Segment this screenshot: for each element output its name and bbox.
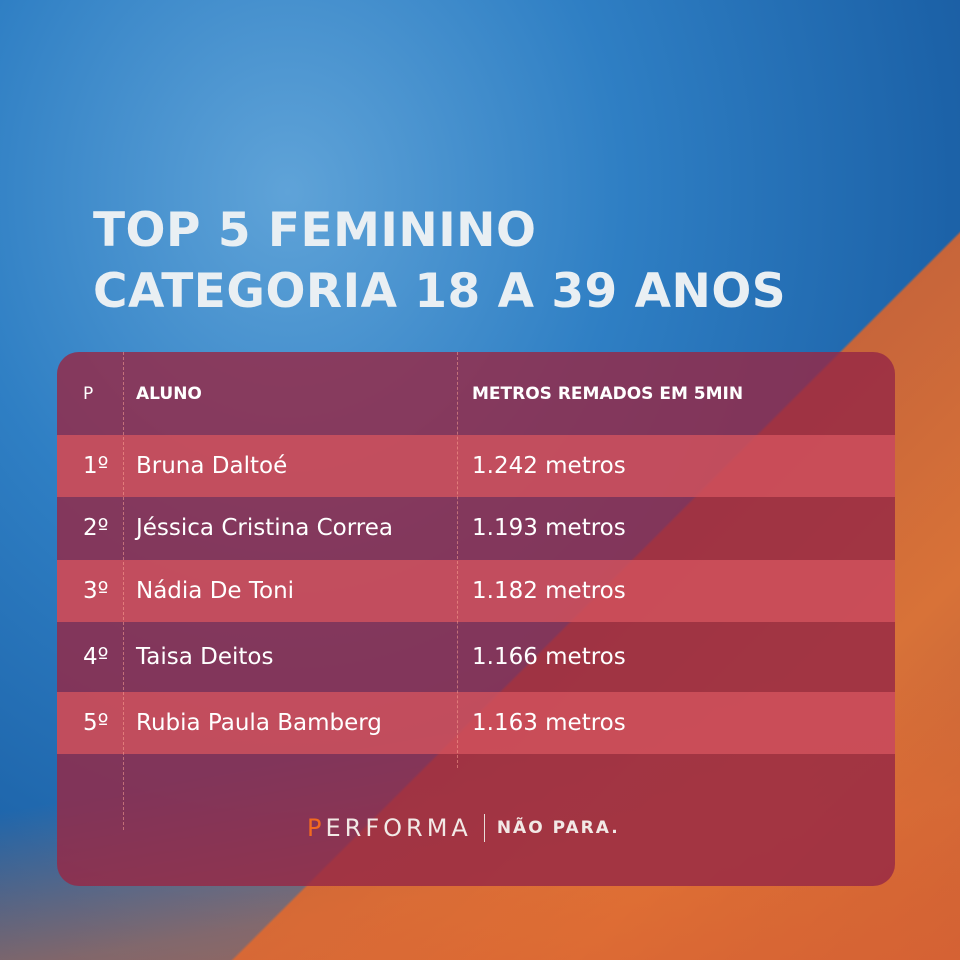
- student-name: Taisa Deitos: [136, 644, 274, 670]
- logo-rest: ERFORMA: [325, 814, 472, 842]
- title-line-2: CATEGORIA 18 A 39 ANOS: [93, 264, 787, 319]
- table-row: 4º Taisa Deitos 1.166 metros: [57, 622, 895, 692]
- position: 3º: [83, 578, 109, 604]
- position: 1º: [83, 453, 109, 479]
- table-row: 3º Nádia De Toni 1.182 metros: [57, 560, 895, 622]
- meters: 1.193 metros: [472, 515, 626, 541]
- column-divider: [123, 352, 124, 830]
- position: 5º: [83, 710, 109, 736]
- meters: 1.182 metros: [472, 578, 626, 604]
- table-row: 5º Rubia Paula Bamberg 1.163 metros: [57, 692, 895, 754]
- header-position: P: [83, 383, 94, 404]
- table-row: 1º Bruna Daltoé 1.242 metros: [57, 435, 895, 497]
- logo-letter-p: P: [307, 814, 326, 842]
- page-title: TOP 5 FEMININO CATEGORIA 18 A 39 ANOS: [93, 200, 786, 322]
- column-divider: [457, 352, 458, 768]
- logo-tagline: NÃO PARA.: [496, 818, 620, 838]
- position: 4º: [83, 644, 109, 670]
- title-line-1: TOP 5 FEMININO: [93, 203, 537, 258]
- meters: 1.163 metros: [472, 710, 626, 736]
- logo-divider: [483, 814, 485, 842]
- student-name: Rubia Paula Bamberg: [136, 710, 382, 736]
- student-name: Bruna Daltoé: [136, 453, 288, 479]
- table-header: P ALUNO METROS REMADOS EM 5MIN: [57, 352, 895, 435]
- meters: 1.166 metros: [472, 644, 626, 670]
- performa-logo: PERFORMA NÃO PARA.: [307, 814, 620, 842]
- header-student: ALUNO: [136, 383, 202, 404]
- meters: 1.242 metros: [472, 453, 626, 479]
- student-name: Jéssica Cristina Correa: [136, 515, 393, 541]
- student-name: Nádia De Toni: [136, 578, 295, 604]
- header-meters: METROS REMADOS EM 5MIN: [472, 383, 744, 404]
- table-row: 2º Jéssica Cristina Correa 1.193 metros: [57, 497, 895, 559]
- position: 2º: [83, 515, 109, 541]
- ranking-table: P ALUNO METROS REMADOS EM 5MIN 1º Bruna …: [57, 352, 895, 886]
- logo-wordmark: PERFORMA: [307, 814, 472, 842]
